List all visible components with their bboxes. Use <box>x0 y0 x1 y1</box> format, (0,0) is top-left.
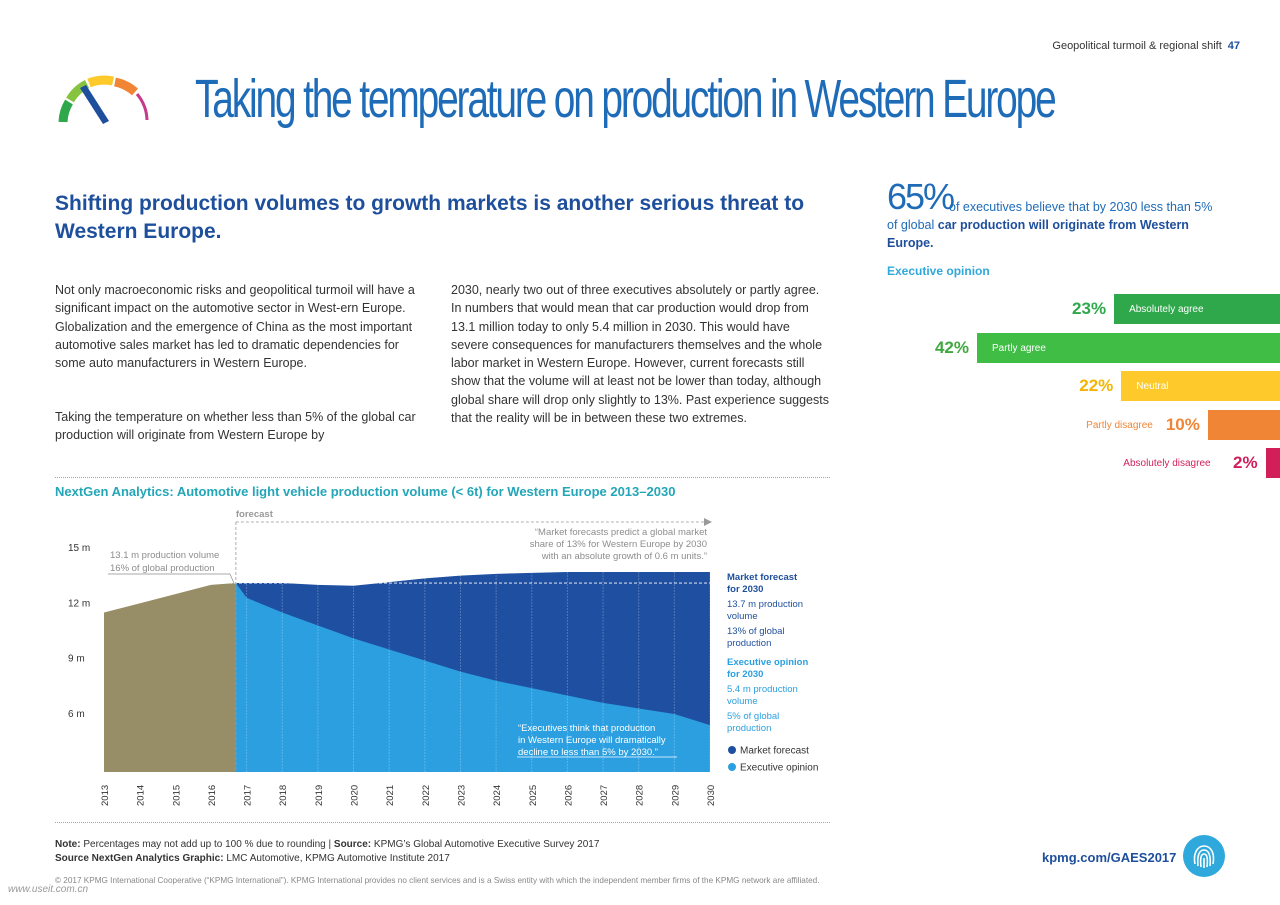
divider <box>55 477 830 478</box>
body-col1-p1: Not only macroeconomic risks and geopoli… <box>55 283 415 371</box>
x-tick-label: 2024 <box>492 785 503 806</box>
chart-title: NextGen Analytics: Automotive light vehi… <box>55 484 676 499</box>
stat-lead: of executives believe that by 2030 less … <box>887 200 1213 232</box>
watermark: www.useit.com.cn <box>8 884 89 895</box>
note-label: Note: <box>55 839 81 850</box>
opinion-bar-value: 2% <box>1233 453 1258 472</box>
history-area <box>104 583 236 772</box>
stat-bold: car production will originate from Weste… <box>887 218 1189 250</box>
x-tick-label: 2018 <box>278 785 289 806</box>
fingerprint-icon <box>1183 835 1225 877</box>
opinion-bar <box>1114 294 1280 324</box>
stat-big-number: 65% <box>887 176 955 217</box>
market-right-line: production <box>727 638 771 649</box>
market-callout-line: with an absolute growth of 0.6 m units.” <box>541 551 707 562</box>
history-callout-line: 16% of global production <box>110 563 215 574</box>
headline: Shifting production volumes to growth ma… <box>55 192 805 243</box>
x-tick-label: 2027 <box>599 785 610 806</box>
page-title: Taking the temperature on production in … <box>195 69 1057 129</box>
market-callout-line: share of 13% for Western Europe by 2030 <box>530 539 707 550</box>
opinion-bar-label: Partly agree <box>992 342 1046 354</box>
x-tick-label: 2030 <box>706 785 717 806</box>
x-tick-label: 2013 <box>100 785 111 806</box>
x-tick-label: 2021 <box>385 785 396 806</box>
stat-text: of executives believe that by 2030 less … <box>887 198 1217 252</box>
opinion-bar-value: 22% <box>1079 376 1114 395</box>
market-right-title: for 2030 <box>727 584 763 595</box>
x-tick-label: 2028 <box>635 785 646 806</box>
y-tick-label: 6 m <box>68 709 85 720</box>
history-callout-leader <box>229 573 235 584</box>
legend-swatch <box>728 746 736 754</box>
opinion-bar <box>1207 409 1280 440</box>
exec-callout-line: in Western Europe will dramatically <box>518 735 666 746</box>
exec-callout-line: decline to less than 5% by 2030.” <box>518 747 658 758</box>
forecast-label: forecast <box>236 509 274 520</box>
executive-opinion-area <box>235 583 711 772</box>
page-number: 47 <box>1227 40 1240 52</box>
market-callout-line: “Market forecasts predict a global marke… <box>535 527 707 538</box>
note-text: Percentages may not add up to 100 % due … <box>83 839 332 850</box>
exec-right-line: 5.4 m production <box>727 684 798 695</box>
x-tick-label: 2023 <box>456 785 467 806</box>
market-right-title: Market forecast <box>727 572 798 583</box>
thermometer-gauge-icon <box>58 75 149 124</box>
source-label: Source: <box>333 839 372 850</box>
source2-label: Source NextGen Analytics Graphic: <box>55 853 224 864</box>
opinion-bar-value: 42% <box>934 337 969 357</box>
exec-right-line: 5% of global <box>727 711 779 722</box>
market-right-line: volume <box>727 611 758 622</box>
legend-label: Executive opinion <box>740 763 818 774</box>
legend-swatch <box>728 763 736 771</box>
x-tick-label: 2017 <box>243 785 254 806</box>
opinion-bar-value: 10% <box>1165 414 1200 434</box>
opinion-title: Executive opinion <box>887 264 990 278</box>
y-tick-label: 9 m <box>68 654 85 665</box>
opinion-bar-label: Absolutely agree <box>1129 304 1204 315</box>
opinion-bar <box>977 332 1280 363</box>
history-callout-line: 13.1 m production volume <box>110 550 219 561</box>
opinion-bar <box>1121 371 1280 401</box>
forecast-arrow-head <box>704 518 712 526</box>
section-name: Geopolitical turmoil & regional shift <box>1052 40 1222 52</box>
source2-text: LMC Automotive, KPMG Automotive Institut… <box>226 853 450 864</box>
y-tick-label: 15 m <box>68 543 90 554</box>
market-right-line: 13.7 m production <box>727 599 803 610</box>
body-col1-p2: Taking the temperature on whether less t… <box>55 410 416 443</box>
x-tick-label: 2014 <box>136 785 147 806</box>
x-tick-label: 2025 <box>528 785 539 806</box>
divider <box>55 822 830 823</box>
x-tick-label: 2015 <box>171 785 182 806</box>
opinion-bar-label: Partly disagree <box>1086 419 1153 431</box>
market-right-line: 13% of global <box>727 626 785 637</box>
source-text: KPMG’s Global Automotive Executive Surve… <box>373 839 600 850</box>
opinion-bar-label: Absolutely disagree <box>1123 458 1211 469</box>
x-tick-label: 2022 <box>421 785 432 806</box>
exec-right-title: for 2030 <box>727 669 763 680</box>
y-tick-label: 12 m <box>68 598 90 609</box>
production-area-chart: forecast 6 m 9 m 12 m 15 m 2013 2014 2015 2016 20… <box>68 509 818 806</box>
exec-callout-line: “Executives think that production <box>518 723 655 734</box>
x-tick-label: 2026 <box>563 785 574 806</box>
exec-right-title: Executive opinion <box>727 657 808 668</box>
opinion-bar-value: 23% <box>1072 299 1107 318</box>
footnote: Note: Percentages may not add up to 100 … <box>55 838 599 866</box>
x-tick-label: 2029 <box>670 785 681 806</box>
body-col2: 2030, nearly two out of three executives… <box>451 283 829 426</box>
opinion-bar-label: Neutral <box>1136 381 1169 392</box>
legend-label: Market forecast <box>740 746 809 757</box>
kpmg-url-link[interactable]: kpmg.com/GAES2017 <box>1042 850 1177 865</box>
x-tick-label: 2020 <box>350 785 361 806</box>
exec-right-line: volume <box>727 696 758 707</box>
x-tick-label: 2019 <box>314 785 325 806</box>
running-header: Geopolitical turmoil & regional shift 47 <box>1000 40 1240 52</box>
x-tick-label: 2016 <box>207 785 218 806</box>
opinion-bar <box>1265 448 1280 478</box>
exec-right-line: production <box>727 723 771 734</box>
copyright: © 2017 KPMG International Cooperative (“… <box>55 876 820 885</box>
